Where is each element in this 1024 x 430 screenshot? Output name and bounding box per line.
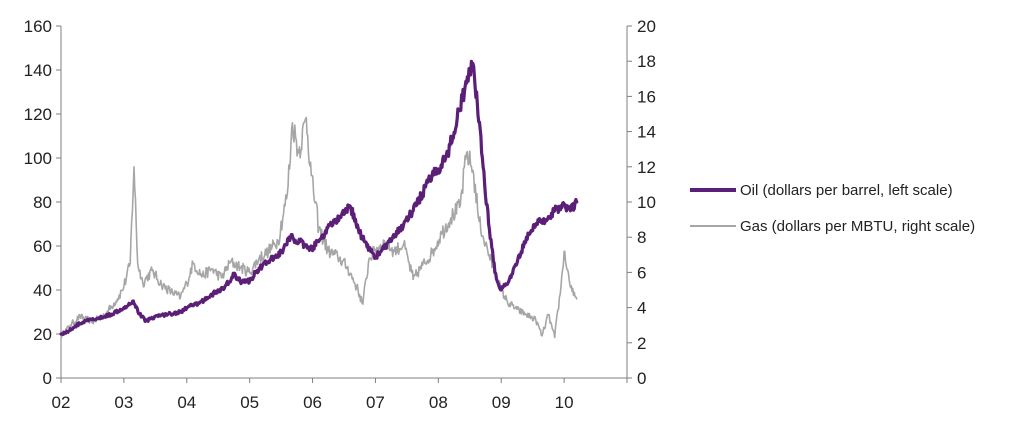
x-tick-label: 02: [52, 393, 71, 412]
left-tick-label: 20: [33, 325, 52, 344]
right-tick-label: 6: [637, 263, 646, 282]
x-tick-label: 10: [555, 393, 574, 412]
x-tick-label: 07: [366, 393, 385, 412]
axes: 0204060801001201401600246810121416182002…: [24, 17, 656, 412]
left-tick-label: 140: [24, 61, 52, 80]
left-tick-label: 100: [24, 149, 52, 168]
left-tick-label: 160: [24, 17, 52, 36]
right-tick-label: 12: [637, 158, 656, 177]
oil-series-line: [59, 59, 579, 336]
legend-label-oil: Oil (dollars per barrel, left scale): [740, 182, 953, 199]
left-tick-label: 80: [33, 193, 52, 212]
x-tick-label: 05: [240, 393, 259, 412]
gas-series-line: [60, 116, 578, 339]
x-tick-label: 06: [303, 393, 322, 412]
legend-label-gas: Gas (dollars per MBTU, right scale): [740, 218, 975, 235]
x-tick-label: 08: [429, 393, 448, 412]
right-tick-label: 18: [637, 52, 656, 71]
right-tick-label: 2: [637, 334, 646, 353]
left-tick-label: 120: [24, 105, 52, 124]
right-tick-label: 14: [637, 123, 656, 142]
right-tick-label: 20: [637, 17, 656, 36]
right-tick-label: 4: [637, 299, 646, 318]
left-tick-label: 60: [33, 237, 52, 256]
right-tick-label: 8: [637, 228, 646, 247]
x-tick-label: 04: [177, 393, 196, 412]
x-tick-label: 03: [114, 393, 133, 412]
right-tick-label: 10: [637, 193, 656, 212]
series-layer: [59, 59, 579, 339]
left-tick-label: 0: [43, 369, 52, 388]
right-tick-label: 16: [637, 87, 656, 106]
x-tick-label: 09: [492, 393, 511, 412]
left-tick-label: 40: [33, 281, 52, 300]
right-tick-label: 0: [637, 369, 646, 388]
legend: Oil (dollars per barrel, left scale) Gas …: [690, 182, 975, 235]
